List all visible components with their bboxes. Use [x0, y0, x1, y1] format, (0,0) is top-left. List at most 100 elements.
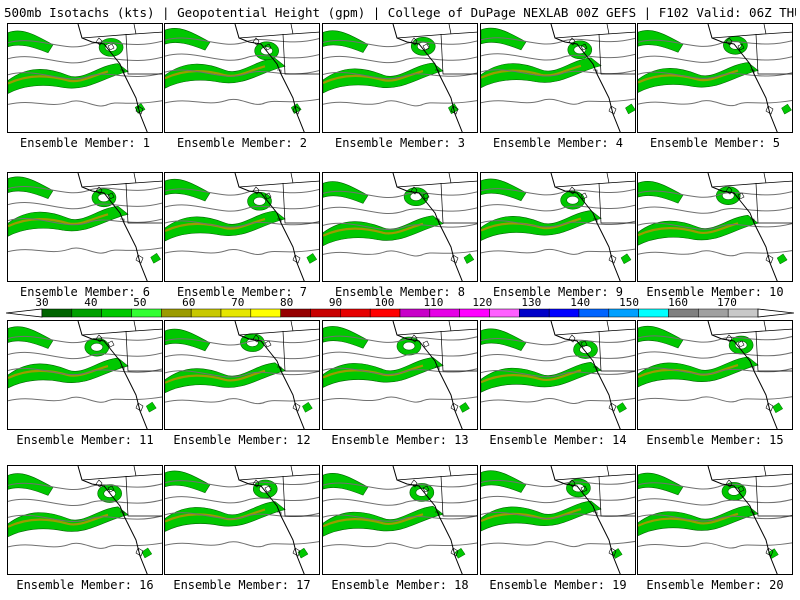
- map-graphic: [481, 24, 635, 132]
- ensemble-member-map: [164, 320, 320, 430]
- map-graphic: [638, 466, 792, 574]
- ensemble-member-map: [7, 23, 163, 133]
- ensemble-member-label: Ensemble Member: 17: [173, 578, 311, 592]
- ensemble-member-label: Ensemble Member: 1: [19, 136, 151, 150]
- map-graphic: [323, 466, 477, 574]
- ensemble-member-map: [480, 320, 636, 430]
- colorbar-swatch: [578, 308, 610, 318]
- map-graphic: [8, 466, 162, 574]
- ensemble-member-label: Ensemble Member: 2: [176, 136, 308, 150]
- map-graphic: [638, 321, 792, 429]
- colorbar-swatch: [698, 308, 729, 318]
- ensemble-member-label: Ensemble Member: 15: [646, 433, 784, 447]
- ensemble-member-map: [164, 172, 320, 282]
- page-title: 500mb Isotachs (kts) | Geopotential Heig…: [4, 5, 796, 20]
- ensemble-member-map: [322, 172, 478, 282]
- map-graphic: [323, 173, 477, 281]
- colorbar-tick-label: 100: [374, 296, 395, 309]
- colorbar-tick-label: 50: [133, 296, 147, 309]
- colorbar-swatch: [280, 308, 311, 318]
- ensemble-member-map: [637, 172, 793, 282]
- ensemble-member-label: Ensemble Member: 14: [489, 433, 627, 447]
- ensemble-member-map: [480, 465, 636, 575]
- colorbar-swatch: [161, 308, 192, 318]
- colorbar-tick-label: 60: [182, 296, 196, 309]
- ensemble-member-map: [637, 465, 793, 575]
- ensemble-member-label: Ensemble Member: 11: [16, 433, 154, 447]
- map-graphic: [165, 173, 319, 281]
- ensemble-member-map: [164, 23, 320, 133]
- map-graphic: [638, 173, 792, 281]
- ensemble-member-label: Ensemble Member: 4: [492, 136, 624, 150]
- ensemble-member-label: Ensemble Member: 13: [331, 433, 469, 447]
- colorbar-swatch: [220, 308, 252, 318]
- colorbar-swatch: [608, 308, 639, 318]
- colorbar-swatch: [668, 308, 699, 318]
- map-graphic: [323, 321, 477, 429]
- ensemble-member-label: Ensemble Member: 6: [19, 285, 151, 299]
- colorbar-tick-label: 40: [84, 296, 98, 309]
- ensemble-member-label: Ensemble Member: 3: [334, 136, 466, 150]
- colorbar-tick-label: 150: [619, 296, 640, 309]
- colorbar-swatch: [399, 308, 431, 318]
- ensemble-member-map: [7, 172, 163, 282]
- colorbar-tick-label: 140: [570, 296, 591, 309]
- colorbar-swatch: [638, 308, 669, 318]
- colorbar-swatch: [369, 308, 401, 318]
- ensemble-member-label: Ensemble Member: 5: [649, 136, 781, 150]
- map-graphic: [8, 173, 162, 281]
- colorbar-swatch: [71, 308, 102, 318]
- ensemble-member-map: [322, 23, 478, 133]
- ensemble-member-label: Ensemble Member: 19: [489, 578, 627, 592]
- colorbar-low-arrow: [5, 308, 43, 318]
- colorbar-tick-label: 70: [231, 296, 245, 309]
- colorbar-tick-label: 120: [472, 296, 493, 309]
- colorbar-swatch: [131, 308, 162, 318]
- colorbar-high-arrow: [757, 308, 795, 318]
- map-graphic: [165, 24, 319, 132]
- colorbar-swatch: [250, 308, 281, 318]
- colorbar-swatch: [727, 308, 759, 318]
- colorbar-swatch: [548, 308, 580, 318]
- map-graphic: [638, 24, 792, 132]
- ensemble-member-label: Ensemble Member: 10: [646, 285, 784, 299]
- ensemble-member-map: [322, 320, 478, 430]
- colorbar-tick-label: 30: [35, 296, 49, 309]
- colorbar-svg: [5, 308, 795, 318]
- map-graphic: [481, 466, 635, 574]
- map-graphic: [165, 321, 319, 429]
- colorbar-tick-label: 80: [280, 296, 294, 309]
- ensemble-member-label: Ensemble Member: 8: [334, 285, 466, 299]
- map-graphic: [481, 321, 635, 429]
- colorbar-swatch: [340, 308, 371, 318]
- colorbar-tick-label: 160: [668, 296, 688, 309]
- colorbar-swatch: [101, 308, 132, 318]
- colorbar-swatch: [519, 308, 550, 318]
- map-graphic: [481, 173, 635, 281]
- ensemble-member-label: Ensemble Member: 18: [331, 578, 469, 592]
- ensemble-member-label: Ensemble Member: 12: [173, 433, 311, 447]
- ensemble-member-map: [7, 465, 163, 575]
- colorbar-tick-label: 130: [521, 296, 542, 309]
- ensemble-member-map: [7, 320, 163, 430]
- ensemble-member-label: Ensemble Member: 16: [16, 578, 154, 592]
- map-graphic: [8, 321, 162, 429]
- colorbar-swatch: [459, 308, 490, 318]
- colorbar-tick-label: 110: [423, 296, 444, 309]
- colorbar-tick-label: 90: [328, 296, 343, 309]
- ensemble-member-map: [637, 320, 793, 430]
- ensemble-member-map: [322, 465, 478, 575]
- ensemble-member-map: [480, 23, 636, 133]
- colorbar-swatch: [310, 308, 341, 318]
- colorbar-tick-label: 170: [717, 296, 737, 309]
- map-graphic: [8, 24, 162, 132]
- colorbar-swatch: [429, 308, 460, 318]
- ensemble-member-label: Ensemble Member: 9: [492, 285, 624, 299]
- map-graphic: [323, 24, 477, 132]
- ensemble-member-label: Ensemble Member: 7: [176, 285, 308, 299]
- ensemble-member-label: Ensemble Member: 20: [646, 578, 784, 592]
- ensemble-member-map: [480, 172, 636, 282]
- ensemble-member-map: [164, 465, 320, 575]
- isotach-colorbar: 30 40 50 60 70 80 90 100 110 120 130 140 150 160 170: [5, 296, 795, 319]
- ensemble-member-map: [637, 23, 793, 133]
